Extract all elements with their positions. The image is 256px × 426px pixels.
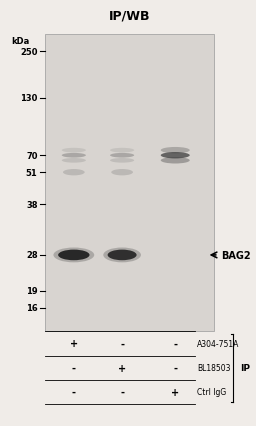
Text: +: +: [118, 363, 126, 373]
Text: 51: 51: [26, 168, 38, 177]
Ellipse shape: [62, 148, 86, 153]
Ellipse shape: [62, 158, 86, 163]
Text: A304-751A: A304-751A: [197, 339, 239, 348]
Text: 19: 19: [26, 287, 38, 296]
Ellipse shape: [108, 250, 137, 261]
Bar: [45, 35, 214, 331]
Text: BAG2: BAG2: [221, 250, 251, 260]
Ellipse shape: [161, 153, 190, 159]
Text: +: +: [171, 387, 179, 397]
Text: 70: 70: [26, 151, 38, 160]
Ellipse shape: [63, 170, 85, 176]
Text: BL18503: BL18503: [197, 363, 230, 372]
Text: -: -: [120, 339, 124, 348]
Ellipse shape: [110, 153, 134, 158]
Ellipse shape: [58, 250, 90, 261]
Text: +: +: [70, 339, 78, 348]
Text: Ctrl IgG: Ctrl IgG: [197, 388, 226, 397]
Ellipse shape: [110, 148, 134, 153]
Ellipse shape: [161, 158, 190, 164]
Text: 16: 16: [26, 304, 38, 313]
Ellipse shape: [62, 153, 86, 158]
Ellipse shape: [54, 248, 94, 263]
Text: 38: 38: [26, 200, 38, 209]
Text: 28: 28: [26, 251, 38, 260]
Text: -: -: [72, 363, 76, 373]
Text: -: -: [72, 387, 76, 397]
Text: -: -: [173, 339, 177, 348]
Text: -: -: [120, 387, 124, 397]
Text: IP: IP: [240, 363, 250, 372]
Ellipse shape: [111, 170, 133, 176]
Text: -: -: [173, 363, 177, 373]
Ellipse shape: [103, 248, 141, 263]
Ellipse shape: [161, 148, 190, 154]
Ellipse shape: [110, 158, 134, 163]
Text: 130: 130: [20, 94, 38, 103]
Text: kDa: kDa: [11, 37, 29, 46]
Text: 250: 250: [20, 48, 38, 57]
Text: IP/WB: IP/WB: [109, 9, 150, 23]
